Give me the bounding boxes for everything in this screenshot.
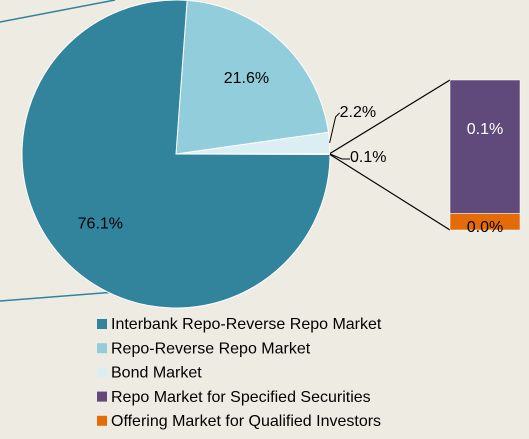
legend-swatch [97,319,107,329]
legend-label: Repo-Reverse Repo Market [111,340,311,357]
bar-segment [449,79,521,214]
pie-slice [175,0,330,155]
legend-label: Bond Market [111,365,202,382]
connector-line [329,153,451,231]
outer-connector [0,0,116,23]
legend-label: Repo Market for Specified Securities [111,389,371,406]
data-label: 2.2% [340,104,376,121]
leader-line [329,153,350,160]
pie-slice [21,0,331,309]
legend-label: Offering Market for Qualified Investors [111,413,381,430]
leader-line [329,112,340,143]
legend-label: Interbank Repo-Reverse Repo Market [111,316,382,333]
data-label: 21.6% [224,70,269,87]
data-label: 0.1% [467,121,503,138]
legend-swatch [97,415,107,426]
data-label: 76.1% [78,215,123,232]
bar-segment [449,213,521,231]
legend-swatch [97,343,107,354]
connector-line [329,79,451,155]
data-label: 0.0% [467,219,503,236]
data-label: 0.1% [350,149,386,166]
legend-swatch [97,391,107,402]
legend-swatch [97,367,107,378]
